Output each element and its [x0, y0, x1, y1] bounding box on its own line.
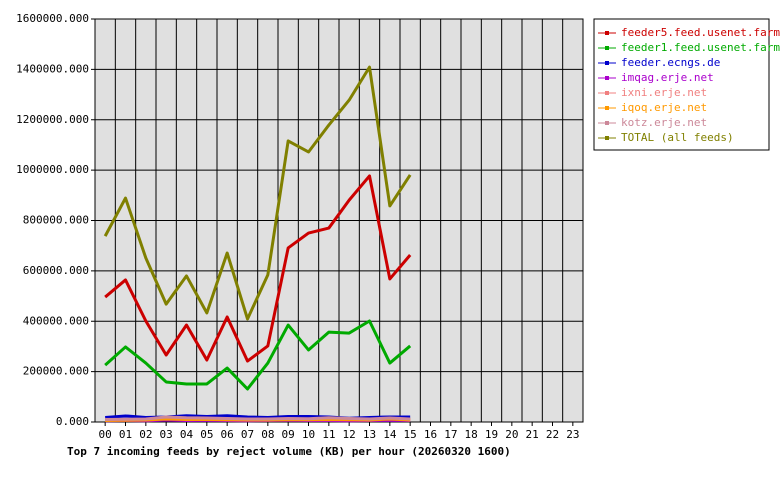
x-tick-label: 00 — [99, 428, 112, 441]
x-tick-label: 17 — [444, 428, 457, 441]
series-line — [104, 319, 412, 391]
x-tick-label: 23 — [566, 428, 579, 441]
x-tick-label: 03 — [160, 428, 173, 441]
x-tick-label: 10 — [302, 428, 315, 441]
series-line — [104, 174, 412, 363]
legend-label: feeder.ecngs.de — [621, 56, 720, 69]
x-tick-label: 18 — [465, 428, 478, 441]
legend-label: feeder5.feed.usenet.farm — [621, 26, 780, 39]
x-tick-label: 07 — [241, 428, 254, 441]
x-tick-label: 01 — [119, 428, 132, 441]
legend-label: iqoq.erje.net — [621, 101, 707, 114]
legend-box — [593, 18, 770, 151]
legend-label: feeder1.feed.usenet.farm — [621, 41, 780, 54]
x-tick-label: 08 — [261, 428, 274, 441]
y-tick-label: 0.000 — [56, 415, 89, 428]
y-tick-label: 1600000.000 — [16, 12, 89, 25]
y-tick-label: 1000000.000 — [16, 163, 89, 176]
legend-marker — [605, 106, 609, 110]
x-tick-label: 02 — [139, 428, 152, 441]
x-tick-label: 20 — [505, 428, 518, 441]
x-tick-label: 12 — [343, 428, 356, 441]
legend-marker — [605, 91, 609, 95]
x-tick-label: 19 — [485, 428, 498, 441]
y-tick-label: 200000.000 — [23, 365, 89, 378]
legend-label: kotz.erje.net — [621, 116, 707, 129]
legend-label: imqag.erje.net — [621, 71, 714, 84]
legend-label: ixni.erje.net — [621, 86, 707, 99]
legend-marker — [605, 61, 609, 65]
x-tick-label: 13 — [363, 428, 376, 441]
legend-marker — [605, 46, 609, 50]
x-tick-label: 04 — [180, 428, 194, 441]
y-tick-label: 600000.000 — [23, 264, 89, 277]
y-tick-label: 1400000.000 — [16, 62, 89, 75]
y-tick-label: 800000.000 — [23, 214, 89, 227]
x-tick-label: 21 — [526, 428, 539, 441]
series-line — [103, 65, 412, 321]
x-tick-label: 22 — [546, 428, 559, 441]
legend-marker — [605, 31, 609, 35]
legend-marker — [605, 121, 609, 125]
x-tick-label: 05 — [200, 428, 213, 441]
chart-title: Top 7 incoming feeds by reject volume (K… — [67, 445, 511, 458]
x-tick-label: 14 — [383, 428, 397, 441]
legend-marker — [605, 136, 609, 140]
x-tick-label: 06 — [221, 428, 234, 441]
x-tick-label: 16 — [424, 428, 437, 441]
series-line — [105, 415, 411, 421]
y-tick-label: 400000.000 — [23, 314, 89, 327]
x-tick-label: 11 — [322, 428, 335, 441]
legend-marker — [605, 76, 609, 80]
y-tick-label: 1200000.000 — [16, 113, 89, 126]
legend-label: TOTAL (all feeds) — [621, 131, 734, 144]
x-tick-label: 15 — [404, 428, 417, 441]
x-tick-label: 09 — [282, 428, 295, 441]
